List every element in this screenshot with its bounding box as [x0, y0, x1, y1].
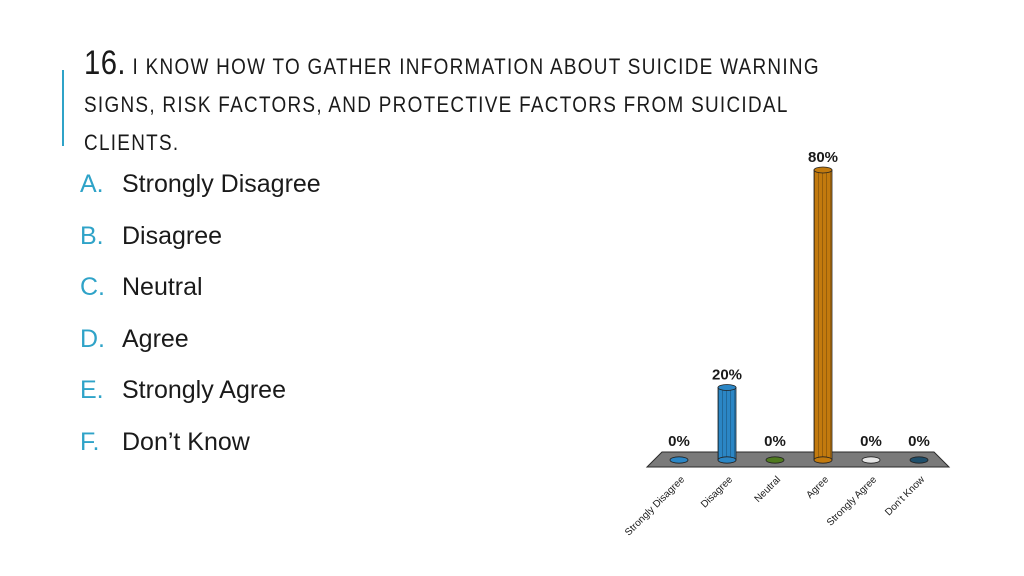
option-b: B. Disagree: [80, 222, 321, 274]
bar-top-agree: [813, 166, 833, 174]
category-label-agree: Agree: [804, 474, 831, 501]
chart-floor: [645, 451, 951, 468]
bar-texture-disagree: [718, 387, 736, 460]
data-label-disagree: 20%: [712, 367, 742, 384]
option-label: Strongly Disagree: [122, 170, 321, 198]
option-letter: D.: [80, 324, 105, 353]
option-letter: E.: [80, 376, 104, 404]
data-label-don-t-know: 0%: [908, 433, 930, 450]
option-label: Neutral: [122, 273, 203, 301]
data-label-agree: 80%: [808, 149, 838, 166]
option-e: E. Strongly Agree: [80, 376, 321, 428]
category-label-strongly-agree: Strongly Agree: [825, 474, 879, 528]
category-label-don-t-know: Don’t Know: [883, 474, 927, 518]
option-label: Disagree: [122, 221, 223, 250]
option-label: Don’t Know: [122, 427, 250, 456]
slide-number: 16.: [84, 44, 126, 82]
chart-data-labels: 0% 20% 0% 80% 0% 0%: [668, 149, 930, 450]
response-bar-chart: 0% 20% 0% 80% 0% 0% Strongly Disagree Disagree…: [623, 149, 951, 539]
option-f: F. Don’t Know: [80, 428, 321, 480]
category-label-strongly-disagree: Strongly Disagree: [623, 474, 687, 538]
option-label: Agree: [122, 324, 189, 353]
bar-texture-agree: [814, 170, 832, 460]
data-label-strongly-disagree: 0%: [668, 433, 690, 450]
bar-base-neutral: [765, 456, 785, 464]
data-label-strongly-agree: 0%: [860, 433, 882, 450]
bar-base-agree: [813, 456, 833, 464]
option-d: D. Agree: [80, 325, 321, 377]
title-accent-bar: [62, 70, 64, 146]
option-c: C. Neutral: [80, 273, 321, 325]
data-label-neutral: 0%: [764, 433, 786, 450]
option-a: A. Strongly Disagree: [80, 170, 321, 222]
bar-base-don-t-know: [909, 456, 929, 464]
chart-bars: [669, 166, 929, 464]
category-label-neutral: Neutral: [753, 474, 784, 505]
slide-title-text: I know how to gather information about s…: [84, 54, 820, 155]
answer-options-list: A. Strongly Disagree B. Disagree C. Neutral…: [80, 170, 321, 479]
bar-top-disagree: [717, 384, 737, 391]
option-letter: A.: [80, 170, 104, 198]
slide-title: 16. I know how to gather information abo…: [84, 44, 858, 162]
option-letter: B.: [80, 221, 104, 250]
option-label: Strongly Agree: [122, 376, 286, 404]
category-label-disagree: Disagree: [699, 474, 735, 510]
option-letter: F.: [80, 427, 100, 456]
bar-base-strongly-agree: [861, 456, 881, 464]
option-letter: C.: [80, 273, 105, 301]
bar-base-disagree: [717, 456, 737, 464]
bar-base-strongly-disagree: [669, 456, 689, 464]
chart-category-labels: Strongly Disagree Disagree Neutral AgreeStr…: [623, 474, 928, 539]
